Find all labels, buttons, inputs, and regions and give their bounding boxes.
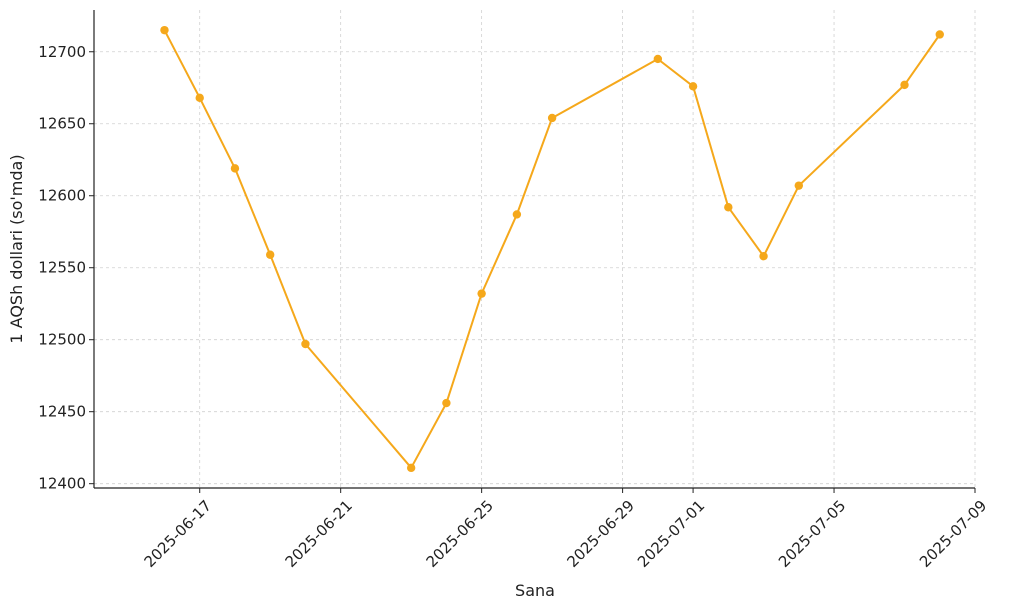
- data-point: [547, 113, 557, 123]
- x-tick-label: 2025-06-29: [564, 497, 638, 571]
- data-point: [688, 82, 698, 91]
- data-point: [266, 250, 275, 259]
- y-axis-label: 1 AQSh dollari (so'mda): [7, 154, 26, 343]
- x-axis-ticks: 2025-06-17 2025-06-21 2025-06-25 2025-06-29…: [141, 488, 990, 571]
- x-tick-label: 2025-07-09: [916, 497, 990, 571]
- data-point: [301, 339, 310, 349]
- y-tick-label: 12400: [38, 475, 86, 493]
- grid-lines: [94, 10, 976, 488]
- x-tick-label: 2025-06-17: [141, 497, 215, 571]
- x-tick-label: 2025-07-05: [775, 497, 849, 571]
- axes: [93, 10, 975, 489]
- data-point: [477, 289, 486, 298]
- y-tick-label: 12650: [38, 115, 86, 133]
- y-tick-label: 12550: [38, 259, 86, 277]
- series-line: [163, 29, 941, 469]
- data-point: [195, 93, 204, 103]
- x-tick-label: 2025-07-01: [634, 497, 708, 571]
- data-point: [160, 25, 169, 35]
- y-tick-label: 12500: [38, 331, 86, 349]
- y-tick-label: 12450: [38, 403, 86, 421]
- x-axis-label: Sana: [515, 581, 555, 600]
- x-tick-label: 2025-06-25: [423, 497, 497, 571]
- data-point: [900, 80, 909, 90]
- data-point: [653, 54, 663, 64]
- data-point: [442, 398, 451, 408]
- data-point: [512, 210, 522, 219]
- y-tick-label: 12600: [38, 187, 86, 205]
- data-point: [759, 251, 768, 261]
- data-point: [230, 164, 240, 173]
- y-axis-ticks: 12400 12450 12500 12550 12600 12650 12700: [38, 43, 94, 493]
- data-point: [794, 181, 803, 190]
- data-point: [406, 463, 416, 473]
- data-point: [724, 203, 733, 212]
- x-tick-label: 2025-06-21: [282, 497, 356, 571]
- y-tick-label: 12700: [38, 43, 86, 61]
- data-point: [935, 30, 944, 39]
- data-series: [160, 25, 944, 473]
